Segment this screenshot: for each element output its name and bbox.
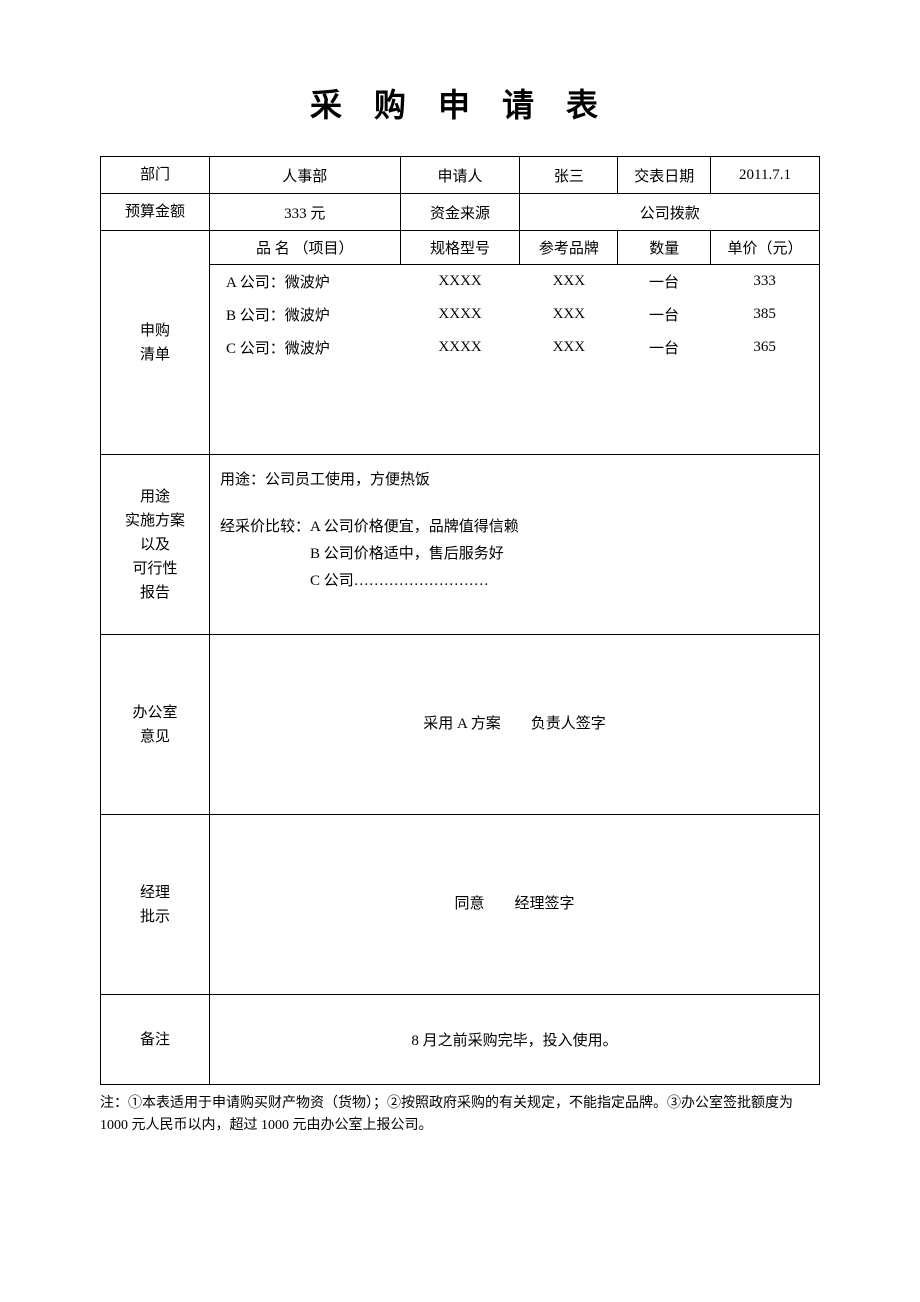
label-manager-approval: 经理 批示 — [101, 815, 210, 995]
label-office-opinion: 办公室 意见 — [101, 635, 210, 815]
purchase-form-table: 部门 人事部 申请人 张三 交表日期 2011.7.1 预算金额 333 元 资… — [100, 156, 820, 1085]
item-brand: XXX — [520, 265, 618, 298]
table-row: A 公司：微波炉 XXXX XXX 一台 333 — [210, 265, 819, 298]
item-qty: 一台 — [618, 331, 710, 364]
col-header-name: 品 名 （项目） — [209, 231, 400, 265]
table-row: B 公司：微波炉 XXXX XXX 一台 385 — [210, 298, 819, 331]
value-department: 人事部 — [209, 157, 400, 194]
col-header-brand: 参考品牌 — [520, 231, 618, 265]
label-department: 部门 — [101, 157, 210, 194]
usage-line2: 经采价比较：A 公司价格便宜，品牌值得信赖 — [220, 514, 809, 541]
col-header-price: 单价（元） — [711, 231, 820, 265]
usage-content: 用途：公司员工使用，方便热饭 经采价比较：A 公司价格便宜，品牌值得信赖 B 公… — [209, 455, 819, 635]
label-applicant: 申请人 — [400, 157, 520, 194]
footnote: 注：①本表适用于申请购买财产物资（货物）；②按照政府采购的有关规定，不能指定品牌… — [100, 1093, 820, 1138]
office-content: 采用 A 方案 负责人签字 — [209, 635, 819, 815]
item-price: 365 — [710, 331, 819, 364]
item-name: C 公司：微波炉 — [210, 331, 400, 364]
table-row: C 公司：微波炉 XXXX XXX 一台 365 — [210, 331, 819, 364]
item-brand: XXX — [520, 331, 618, 364]
item-spec: XXXX — [400, 331, 520, 364]
remark-content: 8 月之前采购完毕，投入使用。 — [209, 995, 819, 1085]
usage-line4: C 公司……………………… — [220, 568, 809, 595]
item-price: 333 — [710, 265, 819, 298]
item-qty: 一台 — [618, 265, 710, 298]
col-header-qty: 数量 — [618, 231, 711, 265]
label-fund-source: 资金来源 — [400, 194, 520, 231]
item-spec: XXXX — [400, 265, 520, 298]
value-submit-date: 2011.7.1 — [711, 157, 820, 194]
item-price: 385 — [710, 298, 819, 331]
label-usage: 用途 实施方案 以及 可行性 报告 — [101, 455, 210, 635]
item-name: A 公司：微波炉 — [210, 265, 400, 298]
item-spec: XXXX — [400, 298, 520, 331]
label-remark: 备注 — [101, 995, 210, 1085]
item-qty: 一台 — [618, 298, 710, 331]
label-item-list: 申购 清单 — [101, 231, 210, 455]
item-name: B 公司：微波炉 — [210, 298, 400, 331]
usage-line1: 用途：公司员工使用，方便热饭 — [220, 467, 809, 494]
page-title: 采 购 申 请 表 — [100, 80, 820, 126]
manager-content: 同意 经理签字 — [209, 815, 819, 995]
item-brand: XXX — [520, 298, 618, 331]
usage-line3: B 公司价格适中，售后服务好 — [220, 541, 809, 568]
value-applicant: 张三 — [520, 157, 618, 194]
value-budget: 333 元 — [209, 194, 400, 231]
value-fund-source: 公司拨款 — [520, 194, 820, 231]
label-budget: 预算金额 — [101, 194, 210, 231]
label-submit-date: 交表日期 — [618, 157, 711, 194]
item-inner-table: A 公司：微波炉 XXXX XXX 一台 333 B 公司：微波炉 XXXX X… — [210, 265, 819, 454]
col-header-spec: 规格型号 — [400, 231, 520, 265]
